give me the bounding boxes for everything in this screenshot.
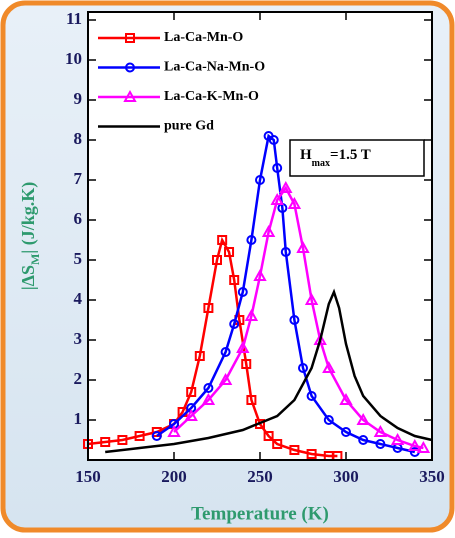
marker-triangle <box>373 424 388 437</box>
marker-triangle <box>218 372 233 385</box>
marker-circle <box>220 347 231 357</box>
marker-circle <box>306 391 317 401</box>
y-tick-label: 6 <box>74 209 83 228</box>
annotation-box <box>289 139 425 177</box>
x-tick-label: 250 <box>247 467 273 486</box>
marker-circle <box>323 415 334 425</box>
legend-label: La-Ca-Na-Mn-O <box>164 60 265 75</box>
marker-square <box>224 247 235 257</box>
marker-square <box>117 435 128 445</box>
marker-triangle <box>279 180 293 193</box>
marker-circle <box>229 319 240 329</box>
series-line <box>173 185 424 450</box>
marker-square <box>306 449 317 459</box>
y-axis-label: |ΔSM| (J/kg.K) <box>18 182 42 291</box>
marker-circle <box>289 315 300 325</box>
marker-square <box>263 431 274 441</box>
y-tick-label: 11 <box>66 9 82 28</box>
marker-circle <box>280 247 291 257</box>
marker-triangle <box>416 440 431 453</box>
marker-triangle <box>408 438 422 451</box>
marker-square <box>186 387 197 397</box>
legend-label: La-Ca-Mn-O <box>164 30 243 45</box>
plot-area <box>88 12 432 460</box>
marker-triangle <box>296 240 310 253</box>
x-tick-label: 350 <box>419 467 445 486</box>
marker-square <box>212 255 222 265</box>
y-tick-label: 3 <box>74 329 83 348</box>
y-tick-label: 1 <box>74 409 83 428</box>
marker-triangle <box>304 292 319 305</box>
annotation-text: =1.5 T <box>330 147 371 163</box>
legend-label: pure Gd <box>164 119 214 134</box>
y-tick-label: 9 <box>74 89 83 108</box>
marker-square <box>217 235 228 245</box>
marker-circle <box>341 427 351 437</box>
series-line <box>105 288 433 454</box>
y-tick-label: 4 <box>74 289 83 308</box>
x-axis-label: Temperature (K) <box>191 503 329 524</box>
marker-triangle <box>356 412 370 425</box>
marker-circle <box>151 431 162 441</box>
marker-circle <box>298 363 308 373</box>
y-tick-label: 5 <box>74 249 83 268</box>
annotation-subscript: max <box>312 158 330 169</box>
marker-triangle <box>201 392 216 405</box>
y-tick-label: 2 <box>74 369 83 388</box>
series-line <box>156 133 416 454</box>
marker-circle <box>272 163 283 173</box>
marker-triangle <box>236 340 250 353</box>
y-label-subscript: M <box>28 254 42 265</box>
marker-triangle <box>167 424 181 437</box>
marker-square <box>246 395 257 405</box>
y-label-prefix: |ΔS <box>18 265 38 290</box>
marker-triangle <box>322 360 336 373</box>
marker-square <box>289 445 300 455</box>
marker-triangle <box>253 268 267 281</box>
marker-triangle <box>270 192 284 205</box>
marker-circle <box>237 287 248 297</box>
y-tick-label: 10 <box>65 49 82 68</box>
marker-circle <box>203 383 214 393</box>
y-tick-label: 8 <box>74 129 83 148</box>
x-tick-label: 200 <box>161 467 187 486</box>
marker-square <box>241 359 252 369</box>
marker-triangle <box>261 224 276 237</box>
y-label-suffix: | (J/kg.K) <box>18 182 39 254</box>
x-tick-label: 150 <box>75 467 101 486</box>
marker-square <box>229 275 240 285</box>
marker-square <box>194 351 205 361</box>
marker-square <box>203 303 214 313</box>
legend-label: La-Ca-K-Mn-O <box>164 89 259 104</box>
marker-triangle <box>287 196 302 209</box>
annotation: Hmax=1.5 T <box>300 147 371 169</box>
marker-circle <box>375 439 386 449</box>
marker-triangle <box>390 432 405 445</box>
marker-circle <box>246 235 257 245</box>
annotation-symbol: H <box>300 147 312 163</box>
marker-triangle <box>339 392 353 405</box>
marker-triangle <box>244 308 259 321</box>
y-tick-label: 7 <box>74 169 83 188</box>
marker-circle <box>358 435 369 445</box>
marker-circle <box>255 175 265 185</box>
marker-square <box>272 439 283 449</box>
marker-square <box>100 437 111 447</box>
marker-square <box>134 431 145 441</box>
marker-circle <box>268 135 279 145</box>
marker-triangle <box>184 408 198 421</box>
x-tick-label: 300 <box>333 467 359 486</box>
